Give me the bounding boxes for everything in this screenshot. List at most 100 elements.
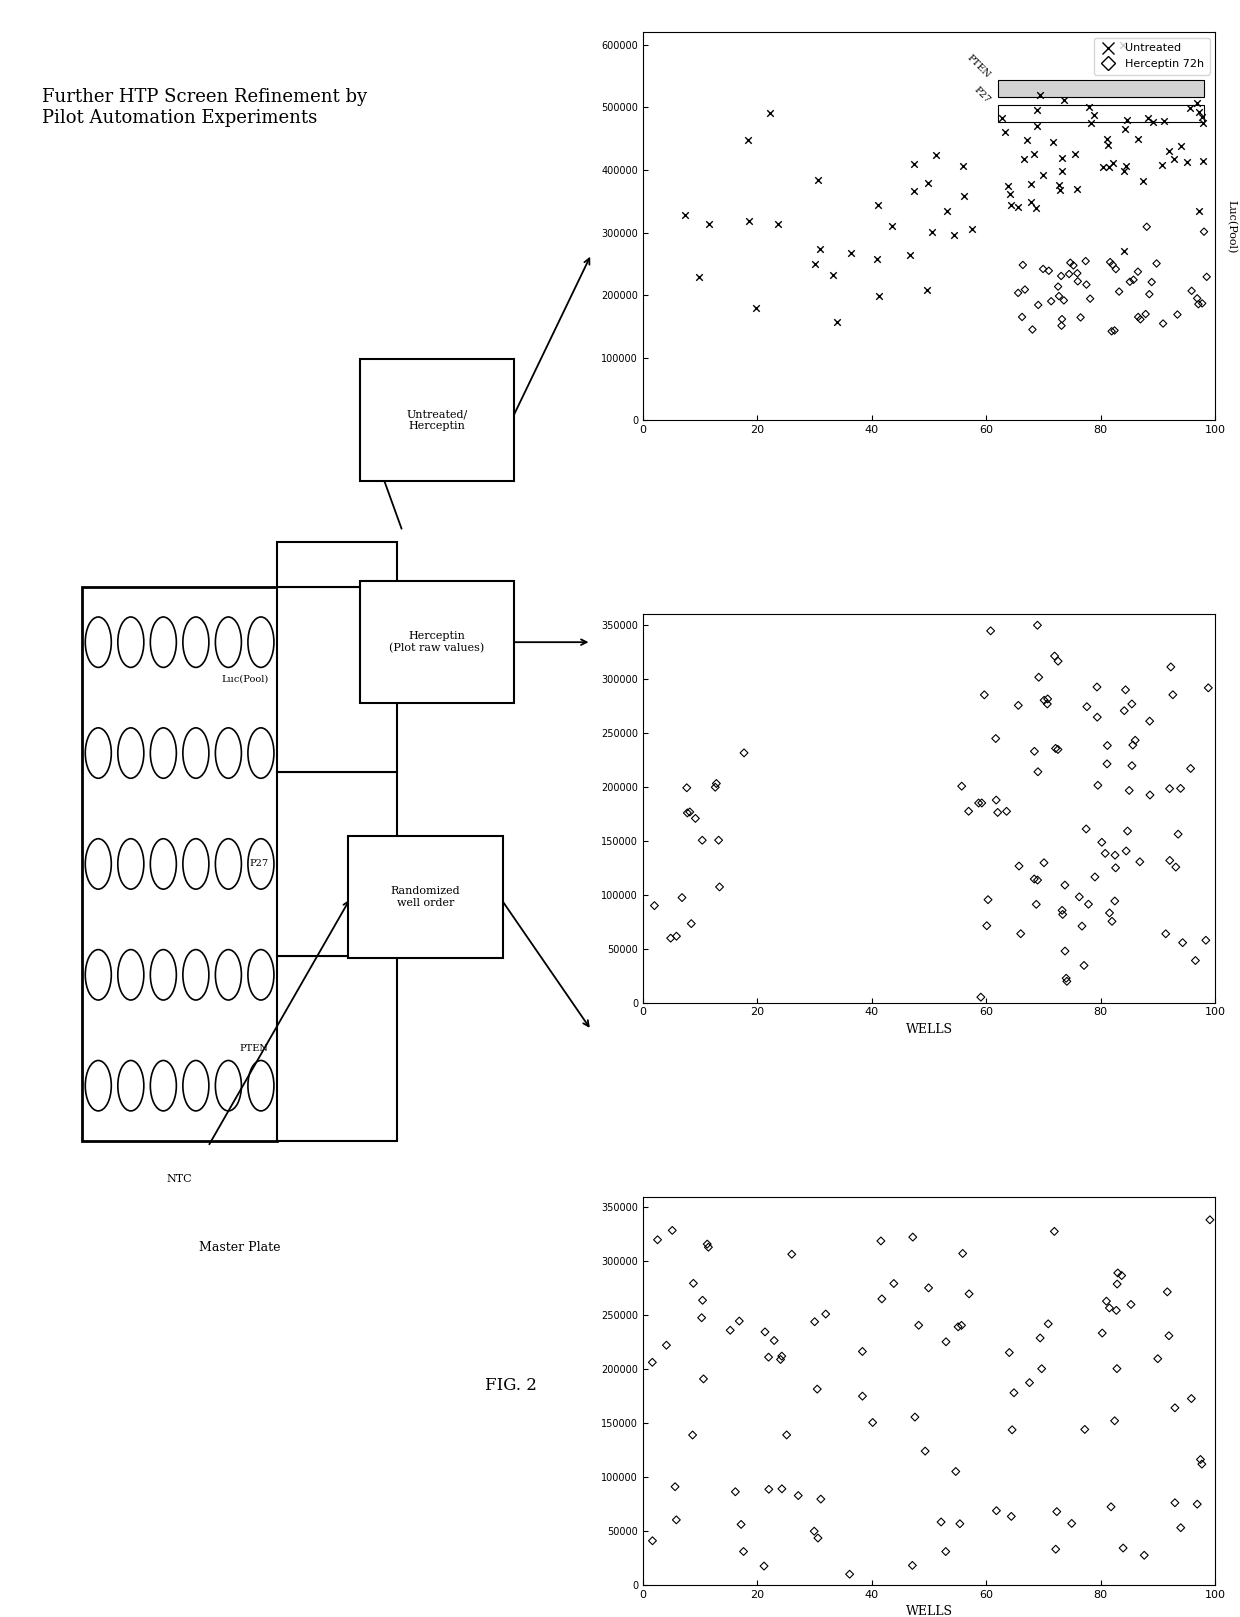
Point [1132,168,1152,194]
Point [706,775,725,800]
Point [1187,91,1207,116]
Point [770,1347,790,1373]
Point [1027,891,1047,917]
Point [1074,952,1094,978]
Point [789,1483,808,1509]
Point [698,212,718,238]
Point [1116,678,1136,703]
Point [1033,162,1053,188]
Point [1116,154,1136,179]
Point [1105,888,1125,914]
Point [1100,249,1120,275]
Point [1027,113,1047,139]
Point [734,1538,754,1564]
Point [1140,708,1159,734]
Point [1064,252,1084,278]
Point [872,1286,892,1311]
Point [997,799,1017,825]
Point [882,213,901,239]
Point [1121,1292,1141,1318]
Point [1061,1510,1081,1536]
Point [823,262,843,288]
Point [1060,249,1080,275]
Point [1023,317,1043,343]
Point [1038,690,1058,716]
FancyBboxPatch shape [360,359,515,482]
Point [662,1218,682,1243]
Point [918,170,937,196]
Point [839,1562,859,1588]
Point [1099,154,1118,179]
Point [972,791,992,817]
Point [918,278,937,304]
Point [954,154,973,179]
Point [1028,293,1048,319]
Point [1152,152,1172,178]
Point [666,1507,686,1533]
Point [680,799,699,825]
Point [1044,1219,1064,1245]
Point [1188,291,1208,317]
Point [1171,776,1190,802]
Point [698,1234,718,1260]
Point [975,682,994,708]
Point [1130,849,1149,875]
Point [1107,1260,1127,1286]
Point [1122,754,1142,779]
Point [1106,1297,1126,1323]
Point [1052,312,1071,338]
Point [1122,690,1142,716]
Point [1076,817,1096,842]
Point [729,1308,749,1334]
Point [1166,854,1185,880]
Point [1048,273,1068,299]
Point [1114,1535,1133,1560]
Point [1136,301,1156,327]
Bar [278,771,397,956]
Point [1112,1263,1132,1289]
Point [709,873,729,899]
Point [869,283,889,309]
Point [1173,930,1193,956]
Text: Untreated/
Herceptin: Untreated/ Herceptin [407,409,467,432]
Point [971,985,991,1011]
Point [1068,176,1087,202]
Point [1128,126,1148,152]
Point [1034,687,1054,713]
Point [773,1476,792,1502]
Point [870,1227,890,1253]
Point [1092,154,1112,179]
Point [1125,728,1145,754]
Point [1004,1379,1024,1405]
Point [1085,863,1105,889]
Point [746,294,766,320]
Text: Master Plate: Master Plate [198,1240,280,1253]
Point [1115,699,1135,724]
Bar [278,587,397,771]
Point [1053,146,1073,171]
Point [1101,319,1121,344]
Point [1009,854,1029,880]
Point [1055,872,1075,897]
Point [1159,776,1179,802]
Point [1147,251,1167,277]
Point [1054,87,1074,113]
Point [1188,1491,1208,1517]
Point [915,1438,935,1463]
Text: P27: P27 [249,860,269,868]
Point [923,218,942,244]
Point [1182,1386,1202,1412]
Point [642,1528,662,1554]
Point [1013,252,1033,278]
Point [1068,260,1087,286]
Point [1021,189,1040,215]
Point [811,236,831,262]
Point [720,1318,740,1344]
Legend: Untreated, Herceptin 72h: Untreated, Herceptin 72h [1094,37,1210,74]
Point [952,773,972,799]
Point [1107,1271,1127,1297]
Point [999,1339,1019,1365]
Point [1017,128,1037,154]
Point [1080,286,1100,312]
Point [827,309,847,335]
